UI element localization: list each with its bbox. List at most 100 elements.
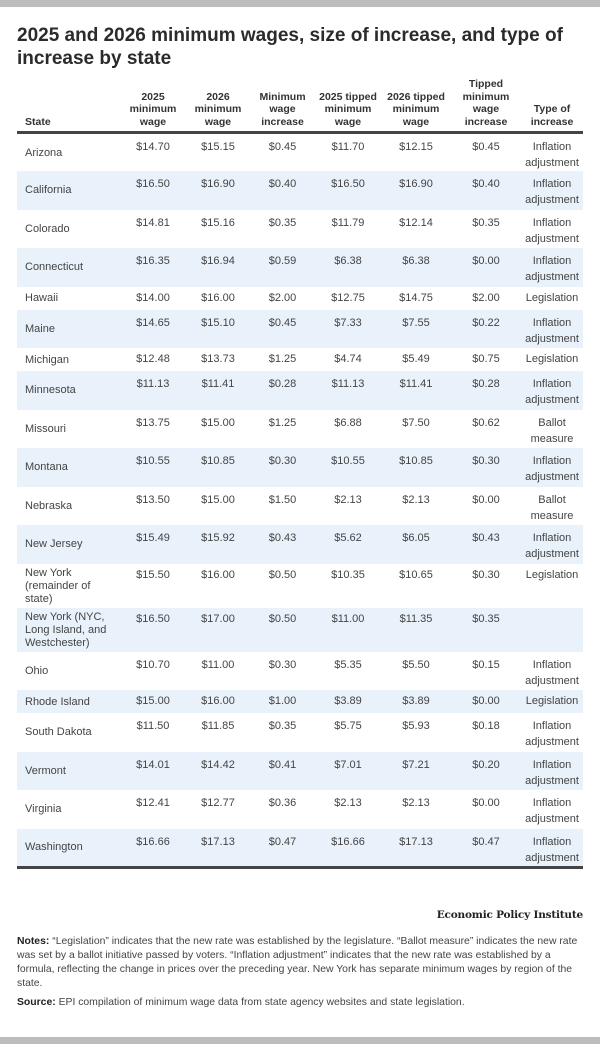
table-row: Hawaii $14.00 $16.00 $2.00 $12.75 $14.75 $2.00… [17, 287, 583, 310]
source-text: EPI compilation of minimum wage data fro… [58, 997, 465, 1008]
cell-2026-min-wage: $16.90 [201, 178, 235, 190]
cell-2026-min-wage: $16.94 [201, 255, 235, 267]
cell-2025-tipped-wage: $5.35 [334, 658, 362, 671]
table-row: California $16.50 $16.90 $0.40 $16.50 $16.90 $… [17, 171, 583, 210]
cell-2025-min-wage: $10.70 [136, 658, 170, 671]
cell-tipped-increase: $0.18 [472, 720, 500, 732]
cell-2026-tipped-wage: $6.38 [402, 255, 430, 267]
cell-min-wage-increase: $0.47 [268, 835, 297, 848]
cell-2026-tipped-wage: $5.50 [402, 658, 430, 671]
table-row: Michigan $12.48 $13.73 $1.25 $4.74 $5.49 $0.75… [17, 348, 583, 371]
cell-2026-min-wage: $15.10 [201, 316, 235, 329]
cell-2026-min-wage: $11.41 [201, 378, 235, 390]
cell-2026-tipped-wage: $14.75 [399, 291, 433, 304]
cell-type-of-increase: Inflation adjustment [525, 658, 579, 687]
cell-2026-tipped-wage: $17.13 [399, 835, 433, 848]
cell-2025-min-wage: $15.00 [136, 695, 170, 707]
cell-2025-min-wage: $10.55 [136, 455, 170, 467]
cell-2025-min-wage: $16.50 [136, 178, 170, 190]
cell-2026-min-wage: $17.00 [201, 612, 235, 625]
top-frame-bar [0, 0, 600, 7]
column-header-state: State [17, 78, 120, 134]
cell-tipped-increase: $0.00 [472, 695, 500, 707]
cell-min-wage-increase: $1.25 [268, 353, 297, 365]
cell-2026-min-wage: $10.85 [201, 455, 235, 467]
cell-2026-tipped-wage: $11.41 [399, 378, 433, 390]
cell-min-wage-increase: $0.28 [268, 378, 297, 390]
cell-tipped-increase: $0.00 [472, 797, 500, 809]
cell-type-of-increase: Inflation adjustment [525, 835, 579, 864]
cell-state: Missouri [25, 422, 66, 435]
cell-min-wage-increase: $0.59 [268, 255, 297, 267]
cell-type-of-increase: Ballot measure [530, 493, 574, 522]
cell-tipped-increase: $0.35 [472, 216, 500, 229]
cell-2025-min-wage: $11.50 [136, 720, 170, 732]
cell-type-of-increase: Legislation [525, 695, 579, 707]
column-header-2026-min-wage: 2026 minimum wage [186, 78, 250, 134]
cell-2025-tipped-wage: $10.55 [331, 455, 365, 467]
cell-type-of-increase: Inflation adjustment [525, 455, 579, 483]
cell-type-of-increase: Inflation adjustment [525, 316, 579, 345]
cell-type-of-increase: Inflation adjustment [525, 720, 579, 748]
cell-2025-tipped-wage: $16.50 [331, 178, 365, 190]
cell-2026-min-wage: $13.73 [201, 353, 235, 365]
cell-2026-tipped-wage: $10.85 [399, 455, 433, 467]
cell-state: Minnesota [25, 384, 76, 397]
cell-2026-min-wage: $16.00 [201, 568, 235, 581]
table-row: Connecticut $16.35 $16.94 $0.59 $6.38 $6.38 $0… [17, 248, 583, 287]
cell-2026-min-wage: $15.00 [201, 416, 235, 429]
cell-type-of-increase: Legislation [525, 568, 579, 581]
column-header-tipped-increase: Tipped minimum wage increase [451, 78, 521, 134]
cell-2025-min-wage: $14.00 [136, 291, 170, 304]
cell-2026-min-wage: $15.92 [201, 532, 235, 544]
table-row: Ohio $10.70 $11.00 $0.30 $5.35 $5.50 $0.15 Infl… [17, 652, 583, 691]
cell-tipped-increase: $0.35 [472, 612, 500, 625]
table-row: Nebraska $13.50 $15.00 $1.50 $2.13 $2.13 $0.00… [17, 487, 583, 526]
cell-min-wage-increase: $1.50 [268, 493, 297, 506]
cell-tipped-increase: $0.22 [472, 316, 500, 329]
table-body: Arizona $14.70 $15.15 $0.45 $11.70 $12.15 $0.4… [17, 133, 583, 867]
cell-2025-tipped-wage: $12.75 [331, 291, 365, 304]
cell-min-wage-increase: $1.00 [268, 695, 297, 707]
cell-state: California [25, 184, 72, 197]
cell-2025-min-wage: $14.70 [136, 141, 170, 153]
cell-2026-tipped-wage: $12.15 [399, 141, 433, 153]
cell-state: New York (remainder of state) [25, 566, 91, 605]
cell-2025-tipped-wage: $6.88 [334, 416, 362, 429]
cell-2025-tipped-wage: $7.33 [334, 316, 362, 329]
cell-2025-min-wage: $13.50 [136, 493, 170, 506]
table-row: Missouri $13.75 $15.00 $1.25 $6.88 $7.50 $0.62… [17, 410, 583, 449]
cell-2025-tipped-wage: $11.79 [331, 216, 365, 229]
cell-2025-tipped-wage: $7.01 [334, 758, 362, 771]
cell-min-wage-increase: $2.00 [268, 291, 297, 304]
cell-2026-min-wage: $17.13 [201, 835, 235, 848]
cell-2026-tipped-wage: $16.90 [399, 178, 433, 190]
table-row: South Dakota $11.50 $11.85 $0.35 $5.75 $5.93 $… [17, 713, 583, 752]
cell-2026-min-wage: $16.00 [201, 695, 235, 707]
cell-2025-min-wage: $13.75 [136, 416, 170, 429]
cell-state: Colorado [25, 222, 70, 235]
source-label: Source: [17, 997, 56, 1008]
cell-tipped-increase: $0.45 [472, 141, 500, 153]
cell-2025-tipped-wage: $11.13 [331, 378, 365, 390]
cell-2026-tipped-wage: $10.65 [399, 568, 433, 581]
cell-2025-tipped-wage: $6.38 [334, 255, 362, 267]
cell-2025-min-wage: $12.41 [136, 797, 170, 809]
cell-min-wage-increase: $0.30 [268, 455, 297, 467]
cell-2025-min-wage: $16.66 [136, 835, 170, 848]
table-row: New York (NYC, Long Island, and Westches… [17, 607, 583, 652]
table-row: Rhode Island $15.00 $16.00 $1.00 $3.89 $3.89 $… [17, 690, 583, 713]
cell-tipped-increase: $0.75 [472, 353, 500, 365]
column-header-2026-tipped-wage: 2026 tipped minimum wage [381, 78, 451, 134]
cell-2026-tipped-wage: $5.49 [402, 353, 430, 365]
cell-2025-tipped-wage: $4.74 [334, 353, 362, 365]
bottom-frame-bar [0, 1037, 600, 1044]
cell-type-of-increase: Inflation adjustment [525, 532, 579, 560]
cell-min-wage-increase: $0.45 [268, 316, 297, 329]
cell-type-of-increase: Inflation adjustment [525, 797, 579, 825]
cell-2025-tipped-wage: $11.70 [331, 141, 365, 153]
cell-state: South Dakota [25, 726, 92, 739]
cell-type-of-increase: Inflation adjustment [525, 255, 579, 283]
cell-2025-min-wage: $15.49 [136, 532, 170, 544]
cell-2025-min-wage: $14.65 [136, 316, 170, 329]
